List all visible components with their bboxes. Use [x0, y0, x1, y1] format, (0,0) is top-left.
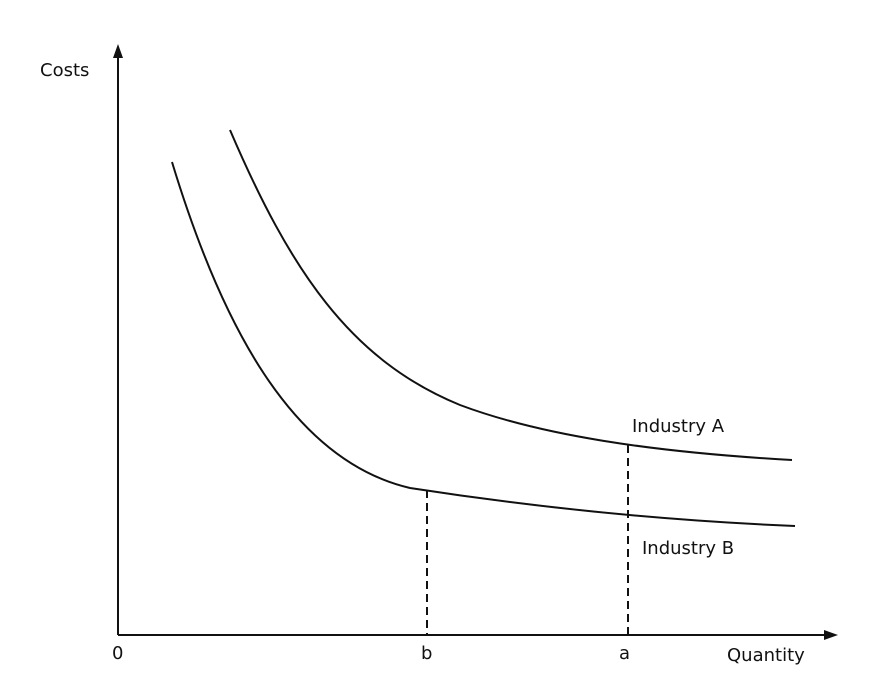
y-axis-label: Costs	[40, 60, 89, 81]
y-axis-arrow	[113, 44, 123, 58]
marker-label: a	[619, 643, 630, 664]
x-axis-label: Quantity	[727, 645, 805, 666]
curve-industry-a	[229, 129, 793, 461]
curve-label: Industry B	[642, 538, 734, 559]
curve-label: Industry A	[632, 416, 725, 437]
x-axis-arrow	[824, 630, 838, 640]
curve-industry-b	[171, 161, 796, 527]
origin-label: 0	[112, 643, 123, 664]
marker-label: b	[421, 643, 432, 664]
